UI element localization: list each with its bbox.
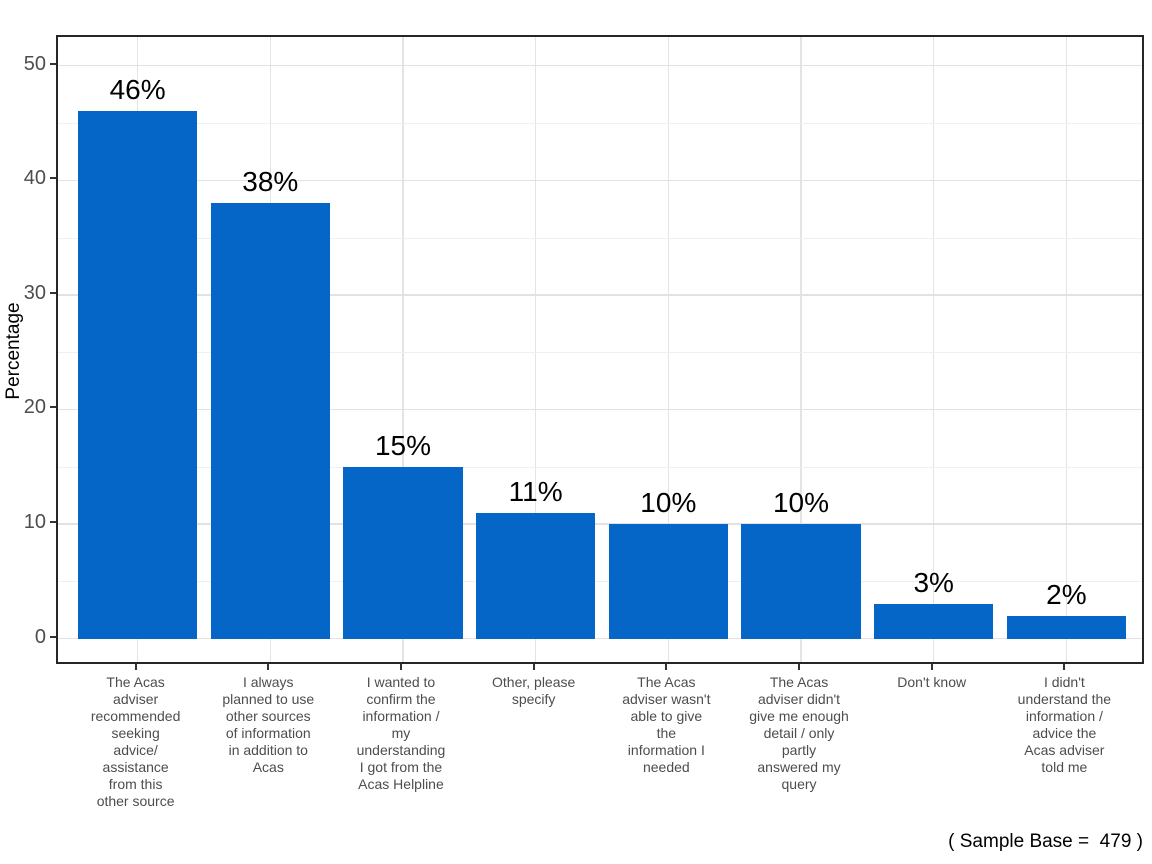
vertical-gridline (667, 37, 670, 662)
bar-value-label: 3% (913, 567, 954, 599)
y-tick-label: 50 (23, 52, 46, 75)
horizontal-gridline-major (58, 179, 1142, 181)
x-tick-mark (267, 664, 270, 670)
horizontal-gridline-major (58, 408, 1142, 411)
bar (343, 466, 463, 639)
x-tick-mark (134, 664, 137, 670)
vertical-gridline (1065, 37, 1068, 662)
bar-value-label: 2% (1046, 578, 1087, 610)
vertical-gridline (932, 37, 935, 662)
bar-value-label: 15% (374, 429, 431, 461)
x-tick-mark (399, 664, 402, 670)
horizontal-gridline-minor (58, 352, 1142, 354)
bar (210, 203, 330, 639)
chart-panel: 46% 38% 15% 11% 10% 10% 3% 2% (56, 35, 1144, 664)
bar-value-label: 11% (508, 475, 563, 507)
x-tick-label: I always planned to use other sources of in… (222, 674, 315, 775)
sample-base-note: ( Sample Base = 479 ) (948, 831, 1143, 852)
horizontal-gridline-major (58, 637, 1142, 640)
x-tick-label: The Acas adviser didn't give me enough deta… (749, 674, 849, 792)
x-tick-mark (532, 664, 535, 670)
horizontal-gridline-major (58, 294, 1142, 296)
bar (1006, 615, 1127, 639)
y-tick-label: 10 (23, 511, 46, 534)
bar-value-label: 10% (640, 487, 697, 519)
bar (475, 512, 596, 639)
x-tick-label: I wanted to confirm the information / my und… (356, 674, 446, 792)
bar (874, 604, 994, 639)
bar-value-label: 46% (109, 74, 166, 106)
bar (741, 524, 861, 639)
x-tick-mark (798, 664, 801, 670)
x-tick-mark (665, 664, 668, 670)
horizontal-gridline-minor (58, 581, 1142, 583)
y-axis-title: Percentage (3, 302, 24, 400)
horizontal-gridline-minor (58, 237, 1142, 239)
vertical-gridline (534, 37, 537, 662)
vertical-gridline (800, 37, 802, 662)
horizontal-gridline-major (58, 64, 1142, 67)
x-tick-label: Don't know (897, 674, 967, 690)
x-tick-label: The Acas adviser wasn't able to give the inf… (622, 674, 711, 775)
x-tick-label: Other, please specify (492, 674, 576, 707)
horizontal-gridline-minor (58, 466, 1142, 468)
bar-value-label: 38% (242, 166, 299, 198)
y-tick-label: 40 (23, 167, 46, 190)
bar (77, 111, 198, 639)
bar-value-label: 10% (772, 487, 830, 519)
x-tick-mark (1063, 664, 1066, 670)
x-tick-mark (930, 664, 933, 670)
vertical-gridline (402, 37, 404, 662)
bar (608, 524, 729, 639)
x-tick-label: The Acas adviser recommended seeking advice/… (90, 674, 181, 809)
horizontal-gridline-minor (58, 122, 1142, 124)
horizontal-gridline-major (58, 523, 1142, 525)
y-tick-label: 0 (34, 625, 46, 648)
x-tick-label: I didn't understand the information / advic… (1017, 674, 1112, 775)
